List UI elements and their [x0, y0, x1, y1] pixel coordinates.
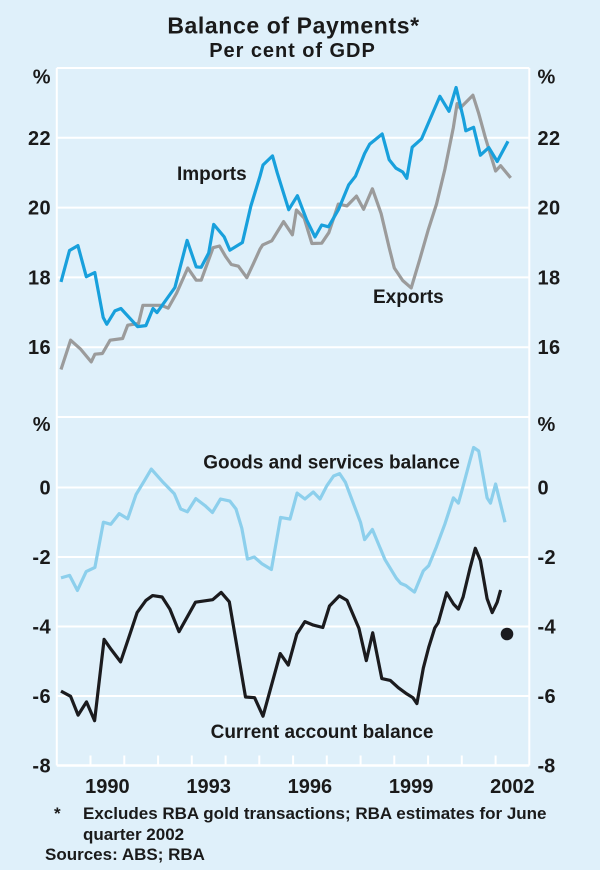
svg-text:-2: -2 — [538, 547, 557, 569]
svg-text:Current account balance: Current account balance — [211, 722, 434, 743]
svg-text:20: 20 — [28, 198, 51, 220]
svg-text:Goods and services balance: Goods and services balance — [203, 453, 460, 474]
svg-text:16: 16 — [538, 337, 561, 359]
svg-text:2002: 2002 — [490, 776, 535, 798]
svg-text:Per cent of GDP: Per cent of GDP — [209, 40, 376, 62]
svg-text:Imports: Imports — [177, 164, 247, 185]
svg-text:0: 0 — [39, 478, 51, 500]
svg-text:%: % — [33, 67, 51, 89]
svg-text:1993: 1993 — [186, 776, 231, 798]
svg-text:Exports: Exports — [373, 287, 444, 308]
svg-text:22: 22 — [28, 128, 51, 150]
svg-text:%: % — [538, 414, 556, 436]
svg-text:16: 16 — [28, 337, 51, 359]
svg-text:%: % — [33, 414, 51, 436]
svg-text:22: 22 — [538, 128, 561, 150]
svg-text:-2: -2 — [32, 547, 51, 569]
svg-text:Balance of Payments*: Balance of Payments* — [167, 13, 419, 39]
svg-text:1990: 1990 — [85, 776, 130, 798]
svg-text:Sources: ABS; RBA: Sources: ABS; RBA — [45, 845, 205, 864]
svg-text:*: * — [54, 804, 61, 823]
svg-text:-8: -8 — [538, 756, 556, 778]
svg-text:18: 18 — [28, 267, 51, 289]
svg-text:20: 20 — [538, 198, 561, 220]
svg-text:1996: 1996 — [288, 776, 333, 798]
svg-text:18: 18 — [538, 267, 561, 289]
svg-text:0: 0 — [538, 478, 550, 500]
svg-text:%: % — [538, 67, 556, 89]
svg-text:-8: -8 — [32, 756, 51, 778]
svg-text:1999: 1999 — [389, 776, 434, 798]
svg-text:-4: -4 — [32, 617, 51, 639]
svg-text:quarter 2002: quarter 2002 — [83, 825, 184, 844]
svg-text:-6: -6 — [32, 686, 51, 708]
svg-text:-4: -4 — [538, 617, 557, 639]
svg-text:-6: -6 — [538, 686, 557, 708]
svg-text:Excludes RBA gold transactions: Excludes RBA gold transactions; RBA esti… — [83, 804, 547, 823]
